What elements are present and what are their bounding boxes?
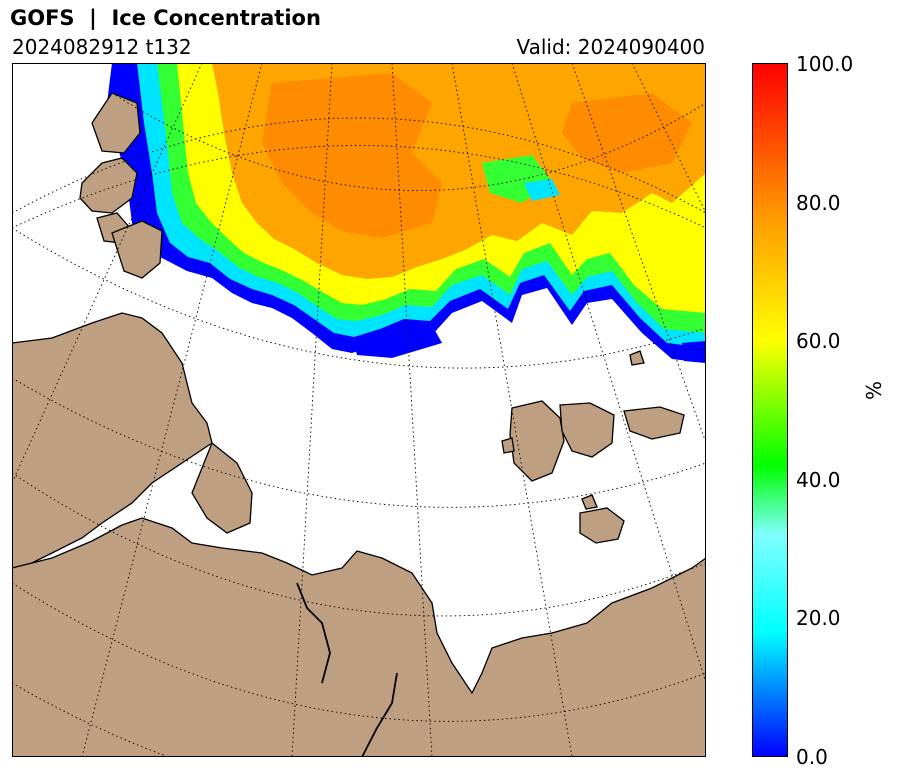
colorbar-tick-100: 100.0 — [796, 52, 854, 76]
map-frame — [12, 63, 706, 757]
land-small-island-1 — [501, 437, 515, 454]
land-peninsula-taymyr — [191, 441, 253, 534]
river-yenisei — [296, 582, 331, 684]
colorbar-tick-60: 60.0 — [796, 329, 841, 353]
land-svalbard — [79, 157, 138, 214]
colorbar — [752, 63, 788, 757]
map-title: GOFS | Ice Concentration — [10, 6, 321, 30]
ice-peak-orange-east — [562, 93, 692, 173]
run-label: 2024082912 t132 — [12, 35, 192, 59]
river-lena — [361, 672, 398, 757]
graticule — [12, 63, 706, 757]
land-small-island-2 — [581, 494, 598, 510]
colorbar-tick-0: 0.0 — [796, 745, 828, 769]
ice-lead-cyan — [524, 179, 560, 201]
land-mainland-south — [12, 517, 706, 757]
sea-ice-field — [107, 63, 706, 363]
rivers — [296, 582, 398, 757]
ice-floe-east-blue — [682, 341, 706, 363]
ice-concentration-map — [12, 63, 706, 757]
land-island-northeast — [623, 406, 685, 440]
land-novaya-zemlya-north — [111, 220, 163, 279]
colorbar-tick-20: 20.0 — [796, 606, 841, 630]
valid-label: Valid: 2024090400 — [516, 35, 705, 59]
land-small-island-3 — [629, 350, 645, 366]
colorbar-gradient — [752, 63, 788, 757]
land-severnaya-zemlya-east — [559, 402, 615, 458]
colorbar-tick-80: 80.0 — [796, 191, 841, 215]
ice-floe-blue — [352, 325, 442, 358]
colorbar-tick-40: 40.0 — [796, 468, 841, 492]
colorbar-unit-label: % — [862, 380, 886, 400]
ice-peak-orange — [262, 73, 442, 238]
land-island-new-siberian — [579, 507, 625, 544]
